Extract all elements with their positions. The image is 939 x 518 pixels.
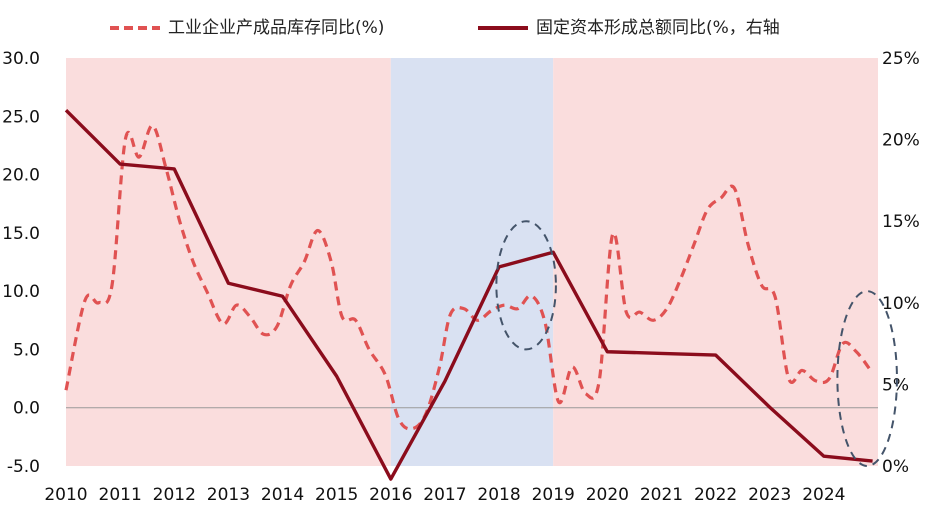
legend-item-capital: 固定资本形成总额同比(%，右轴 xyxy=(478,16,780,40)
x-tick-label: 2019 xyxy=(532,485,575,505)
legend-dashed-line-icon xyxy=(110,26,160,30)
left-y-tick-label: 15.0 xyxy=(2,224,40,244)
right-y-tick-label: 25% xyxy=(882,49,920,69)
x-tick-label: 2013 xyxy=(207,485,250,505)
highlight-ellipse-1 xyxy=(836,290,898,468)
left-y-tick-label: 5.0 xyxy=(13,340,40,360)
x-tick-label: 2017 xyxy=(423,485,466,505)
right-y-tick-label: 5% xyxy=(882,375,909,395)
x-tick-label: 2012 xyxy=(153,485,196,505)
left-y-tick-label: 20.0 xyxy=(2,166,40,186)
x-tick-label: 2023 xyxy=(748,485,791,505)
x-tick-label: 2011 xyxy=(99,485,142,505)
left-y-tick-label: -5.0 xyxy=(7,457,40,477)
left-y-tick-label: 30.0 xyxy=(2,49,40,69)
left-y-tick-label: 25.0 xyxy=(2,107,40,127)
left-y-tick-label: 10.0 xyxy=(2,282,40,302)
x-tick-label: 2015 xyxy=(315,485,358,505)
x-tick-label: 2014 xyxy=(261,485,304,505)
legend-solid-line-icon xyxy=(478,26,528,30)
x-tick-label: 2024 xyxy=(802,485,845,505)
right-y-tick-label: 0% xyxy=(882,457,909,477)
series-capital-formation-line xyxy=(64,109,873,481)
x-tick-label: 2021 xyxy=(640,485,683,505)
x-tick-label: 2010 xyxy=(44,485,87,505)
x-tick-label: 2022 xyxy=(694,485,737,505)
right-y-tick-label: 15% xyxy=(882,212,920,232)
legend-label-inventory: 工业企业产成品库存同比(%) xyxy=(168,18,385,38)
left-y-tick-label: 0.0 xyxy=(13,399,40,419)
shaded-period-1 xyxy=(390,58,554,466)
right-y-tick-label: 10% xyxy=(882,294,920,314)
x-tick-label: 2016 xyxy=(369,485,412,505)
right-y-tick-label: 20% xyxy=(882,131,920,151)
highlight-ellipse-0 xyxy=(495,220,557,351)
shaded-period-0 xyxy=(66,58,391,466)
x-tick-label: 2020 xyxy=(586,485,629,505)
shaded-period-2 xyxy=(553,58,878,466)
legend: 工业企业产成品库存同比(%) 固定资本形成总额同比(%，右轴 xyxy=(0,16,939,46)
x-tick-label: 2018 xyxy=(477,485,520,505)
legend-label-capital: 固定资本形成总额同比(%，右轴 xyxy=(536,18,780,38)
legend-item-inventory: 工业企业产成品库存同比(%) xyxy=(110,16,384,40)
